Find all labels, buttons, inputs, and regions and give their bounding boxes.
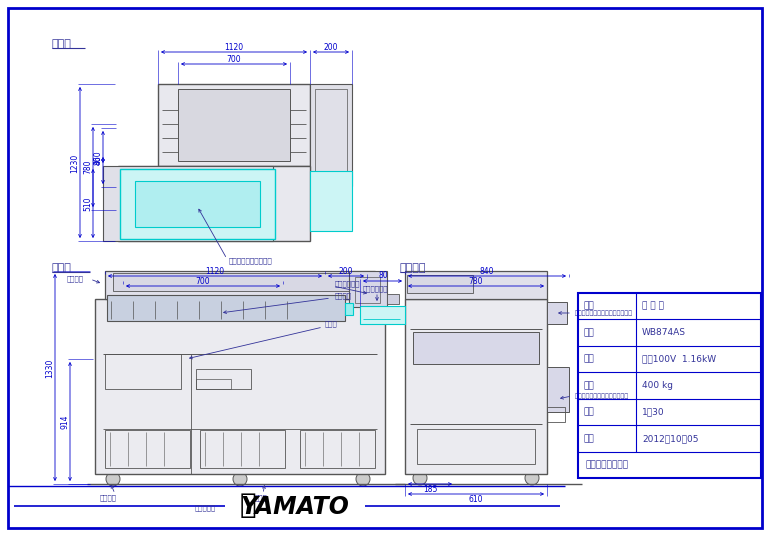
Text: 700: 700: [226, 55, 241, 63]
Text: 若 大 将: 若 大 将: [642, 302, 664, 311]
Text: （株）大和製作所: （株）大和製作所: [586, 460, 629, 470]
Text: 名称: 名称: [584, 302, 594, 311]
Text: ローラー駆動モーター（突出部）: ローラー駆動モーター（突出部）: [575, 310, 633, 316]
Bar: [578, 293, 761, 478]
Text: カッター: カッター: [335, 293, 352, 299]
Circle shape: [464, 336, 488, 360]
Text: 重量: 重量: [584, 381, 594, 390]
Circle shape: [525, 471, 539, 485]
Bar: [300, 430, 375, 468]
Bar: [113, 273, 365, 291]
Bar: [103, 166, 273, 241]
Bar: [355, 277, 380, 303]
Text: 200: 200: [323, 42, 338, 51]
Text: 400 kg: 400 kg: [642, 381, 673, 390]
Bar: [417, 429, 535, 464]
Circle shape: [413, 471, 427, 485]
Bar: [105, 354, 181, 389]
Text: 914: 914: [61, 415, 69, 429]
Text: プレス: プレス: [255, 495, 268, 501]
Text: 1／30: 1／30: [642, 407, 665, 416]
Text: 電源: 電源: [584, 355, 594, 363]
Text: YAMATO: YAMATO: [240, 495, 350, 519]
Bar: [105, 271, 375, 299]
Text: 700: 700: [196, 277, 210, 286]
Text: 1120: 1120: [224, 42, 243, 51]
Text: 型式: 型式: [584, 328, 594, 337]
Bar: [310, 84, 352, 186]
Circle shape: [356, 472, 370, 486]
Text: 点検扉: 点検扉: [325, 321, 338, 327]
Text: 右側面図: 右側面図: [400, 263, 427, 273]
Text: 補助テーブル: 補助テーブル: [363, 286, 389, 292]
Text: ローラー: ローラー: [67, 276, 84, 282]
Bar: [547, 367, 569, 412]
Bar: [547, 407, 565, 422]
Text: ミキサー: ミキサー: [100, 495, 117, 501]
Circle shape: [233, 472, 247, 486]
Bar: [360, 306, 405, 324]
Bar: [315, 89, 347, 181]
Bar: [178, 89, 290, 161]
Bar: [200, 430, 285, 468]
Text: 1330: 1330: [45, 358, 55, 378]
Bar: [405, 271, 547, 299]
Text: 下部制御盤: 下部制御盤: [195, 505, 216, 511]
Bar: [105, 430, 190, 468]
Bar: [407, 275, 473, 293]
Text: WB874AS: WB874AS: [642, 328, 686, 337]
Text: 正面図: 正面図: [52, 263, 72, 273]
Text: 尺度: 尺度: [584, 407, 594, 416]
Bar: [158, 84, 310, 166]
Bar: [118, 166, 310, 241]
Bar: [547, 302, 567, 324]
Text: Ｙ: Ｙ: [239, 491, 256, 519]
Bar: [196, 379, 231, 389]
Text: 80: 80: [93, 155, 102, 165]
Text: プレスバット取出状態: プレスバット取出状態: [229, 258, 273, 264]
Text: 1120: 1120: [206, 266, 225, 276]
Bar: [345, 303, 353, 315]
Text: 510: 510: [83, 197, 92, 211]
Text: 平面図: 平面図: [52, 39, 72, 49]
Text: 780: 780: [469, 277, 484, 286]
Bar: [107, 295, 345, 321]
Text: 610: 610: [469, 495, 484, 503]
Bar: [135, 181, 260, 227]
Text: 単相100V  1.16kW: 単相100V 1.16kW: [642, 355, 716, 363]
Text: 200: 200: [339, 266, 353, 276]
Text: 780: 780: [83, 160, 92, 174]
Text: 制御ボックス: 制御ボックス: [335, 281, 360, 287]
Bar: [196, 369, 251, 389]
Text: 1230: 1230: [71, 153, 79, 173]
Bar: [349, 271, 387, 307]
Bar: [413, 332, 539, 364]
Bar: [405, 299, 547, 474]
Text: 185: 185: [423, 485, 437, 494]
Text: 2012．10．05: 2012．10．05: [642, 434, 698, 443]
Bar: [95, 299, 385, 474]
Text: 日付: 日付: [584, 434, 594, 443]
Text: 460: 460: [93, 151, 102, 165]
Bar: [120, 169, 275, 239]
Circle shape: [106, 472, 120, 486]
Bar: [310, 171, 352, 231]
Bar: [387, 294, 399, 304]
Text: プレス駆動モーター（突出部）: プレス駆動モーター（突出部）: [575, 393, 629, 399]
Text: 80: 80: [378, 272, 388, 280]
Text: 840: 840: [480, 266, 494, 276]
